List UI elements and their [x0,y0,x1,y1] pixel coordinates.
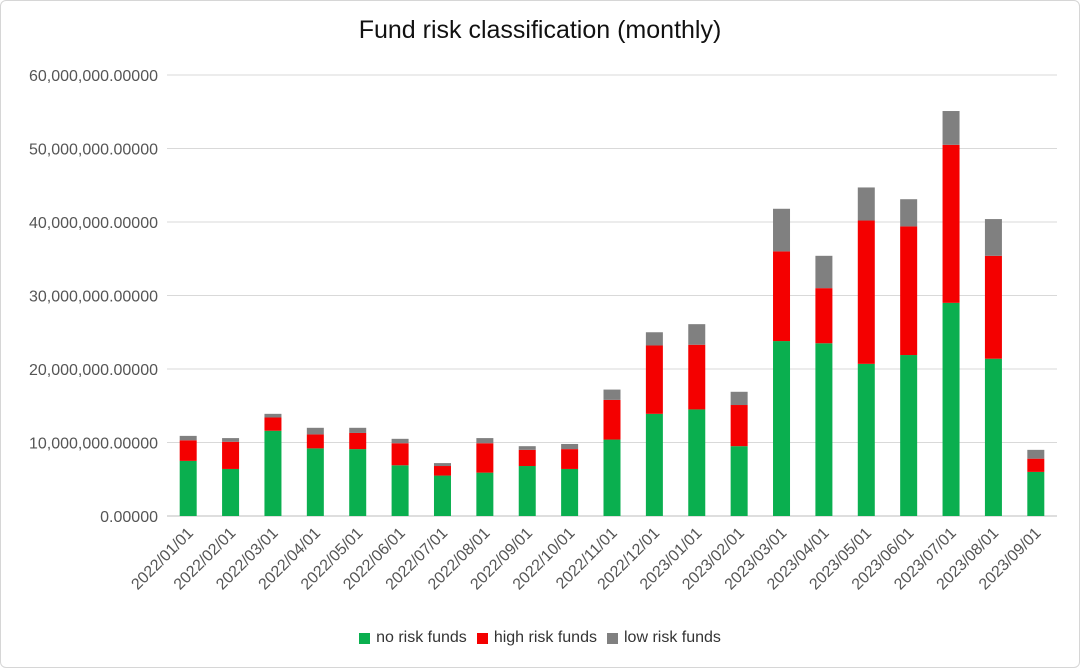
bar-no-risk-funds [391,465,409,516]
bar-high-risk-funds [688,344,706,410]
bar-low-risk-funds [942,111,960,145]
bar-no-risk-funds [349,449,367,516]
y-tick-label: 40,000,000.00000 [29,215,158,232]
bar-low-risk-funds [306,427,324,435]
bar-high-risk-funds [1027,458,1045,472]
bar-high-risk-funds [645,345,663,414]
bar-low-risk-funds [984,219,1002,256]
legend-label: high risk funds [493,629,597,646]
bar-high-risk-funds [603,399,621,440]
bar-low-risk-funds [730,391,748,406]
bar-no-risk-funds [518,466,536,516]
bar-no-risk-funds [773,341,791,516]
bar-low-risk-funds [476,438,494,444]
legend-label: low risk funds [623,629,721,646]
bar-low-risk-funds [900,199,918,227]
bar-low-risk-funds [264,413,282,418]
bar-low-risk-funds [815,255,833,289]
y-tick-label: 20,000,000.00000 [29,362,158,379]
bar-high-risk-funds [306,434,324,449]
chart-legend: no risk funds high risk funds low risk fun… [0,629,1080,647]
bar-low-risk-funds [561,443,579,450]
legend-swatch [476,632,488,644]
bar-no-risk-funds [264,430,282,516]
bar-no-risk-funds [603,439,621,516]
bar-no-risk-funds [900,355,918,516]
bar-no-risk-funds [1027,471,1045,516]
bar-high-risk-funds [815,288,833,344]
bar-high-risk-funds [561,449,579,469]
bar-low-risk-funds [179,435,197,441]
legend-swatch [606,632,618,644]
legend-item: low risk funds [606,629,721,647]
bar-high-risk-funds [349,432,367,450]
y-tick-label: 60,000,000.00000 [29,68,158,85]
bar-low-risk-funds [603,389,621,400]
y-tick-label: 30,000,000.00000 [29,289,158,306]
bar-no-risk-funds [730,446,748,516]
legend-label: no risk funds [376,629,467,646]
bar-low-risk-funds [349,427,367,433]
bar-no-risk-funds [984,358,1002,516]
bar-no-risk-funds [645,413,663,516]
bar-high-risk-funds [518,449,536,467]
legend-swatch [359,632,371,644]
bar-high-risk-funds [433,466,451,476]
bar-no-risk-funds [222,468,240,516]
bar-no-risk-funds [306,448,324,516]
bar-high-risk-funds [179,440,197,461]
bar-no-risk-funds [857,363,875,516]
bar-no-risk-funds [561,468,579,516]
bar-high-risk-funds [476,443,494,473]
bar-low-risk-funds [857,187,875,221]
bar-high-risk-funds [391,443,409,466]
bar-no-risk-funds [815,343,833,516]
bar-low-risk-funds [518,446,536,450]
bar-low-risk-funds [1027,449,1045,459]
bar-high-risk-funds [942,144,960,303]
bar-no-risk-funds [476,472,494,516]
bar-low-risk-funds [773,208,791,252]
bar-no-risk-funds [179,460,197,516]
bar-low-risk-funds [433,463,451,467]
legend-item: no risk funds [359,629,467,647]
bar-high-risk-funds [222,441,240,469]
bar-high-risk-funds [900,226,918,356]
y-tick-label: 10,000,000.00000 [29,436,158,453]
bar-low-risk-funds [688,324,706,345]
y-tick-label: 0.00000 [100,509,158,526]
bar-low-risk-funds [222,438,240,442]
bar-high-risk-funds [984,255,1002,359]
legend-item: high risk funds [476,629,597,647]
bar-high-risk-funds [773,251,791,342]
bar-low-risk-funds [645,332,663,346]
bar-no-risk-funds [942,302,960,516]
bar-low-risk-funds [391,438,409,444]
bar-no-risk-funds [688,409,706,516]
bar-high-risk-funds [857,220,875,364]
y-tick-label: 50,000,000.00000 [29,142,158,159]
bar-high-risk-funds [264,417,282,431]
bar-no-risk-funds [433,475,451,516]
bar-high-risk-funds [730,405,748,447]
chart-title: Fund risk classification (monthly) [358,16,722,44]
